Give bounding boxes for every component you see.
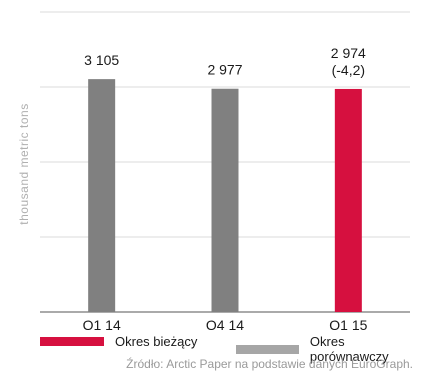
legend-label-current: Okres bieżący	[115, 334, 198, 349]
x-tick-label: Q1 15	[329, 317, 367, 330]
bar-q1-14	[88, 79, 116, 312]
legend-label-comparative: Okres porównawczy	[309, 334, 389, 364]
legend: Okres bieżący Okres porównawczy	[0, 334, 425, 364]
source-note: Źródło: Arctic Paper na podstawie danych…	[126, 357, 413, 371]
x-tick-labels: Q1 14 Q4 14 Q1 15	[83, 317, 368, 330]
legend-item-comparative: Okres porównawczy	[236, 334, 425, 364]
bar-q1-15	[334, 88, 362, 312]
legend-swatch-comparative	[236, 344, 299, 354]
bar-q4-14	[211, 88, 239, 312]
bar-chart: 3 105 2 977 2 974(-4,2) Q1 14 Q4 14 Q1 15 th…	[17, 11, 410, 330]
data-label: (-4,2)	[332, 62, 365, 78]
data-label: 2 977	[207, 62, 242, 78]
data-label: 3 105	[84, 52, 119, 68]
x-tick-label: Q4 14	[206, 317, 244, 330]
x-tick-label: Q1 14	[83, 317, 121, 330]
legend-item-current: Okres bieżący	[40, 334, 197, 349]
data-label: 2 974	[331, 45, 366, 61]
legend-swatch-current	[40, 337, 104, 346]
data-labels: 3 105 2 977 2 974(-4,2)	[84, 45, 366, 78]
bars	[88, 79, 362, 312]
y-axis-label: thousand metric tons	[17, 103, 31, 224]
